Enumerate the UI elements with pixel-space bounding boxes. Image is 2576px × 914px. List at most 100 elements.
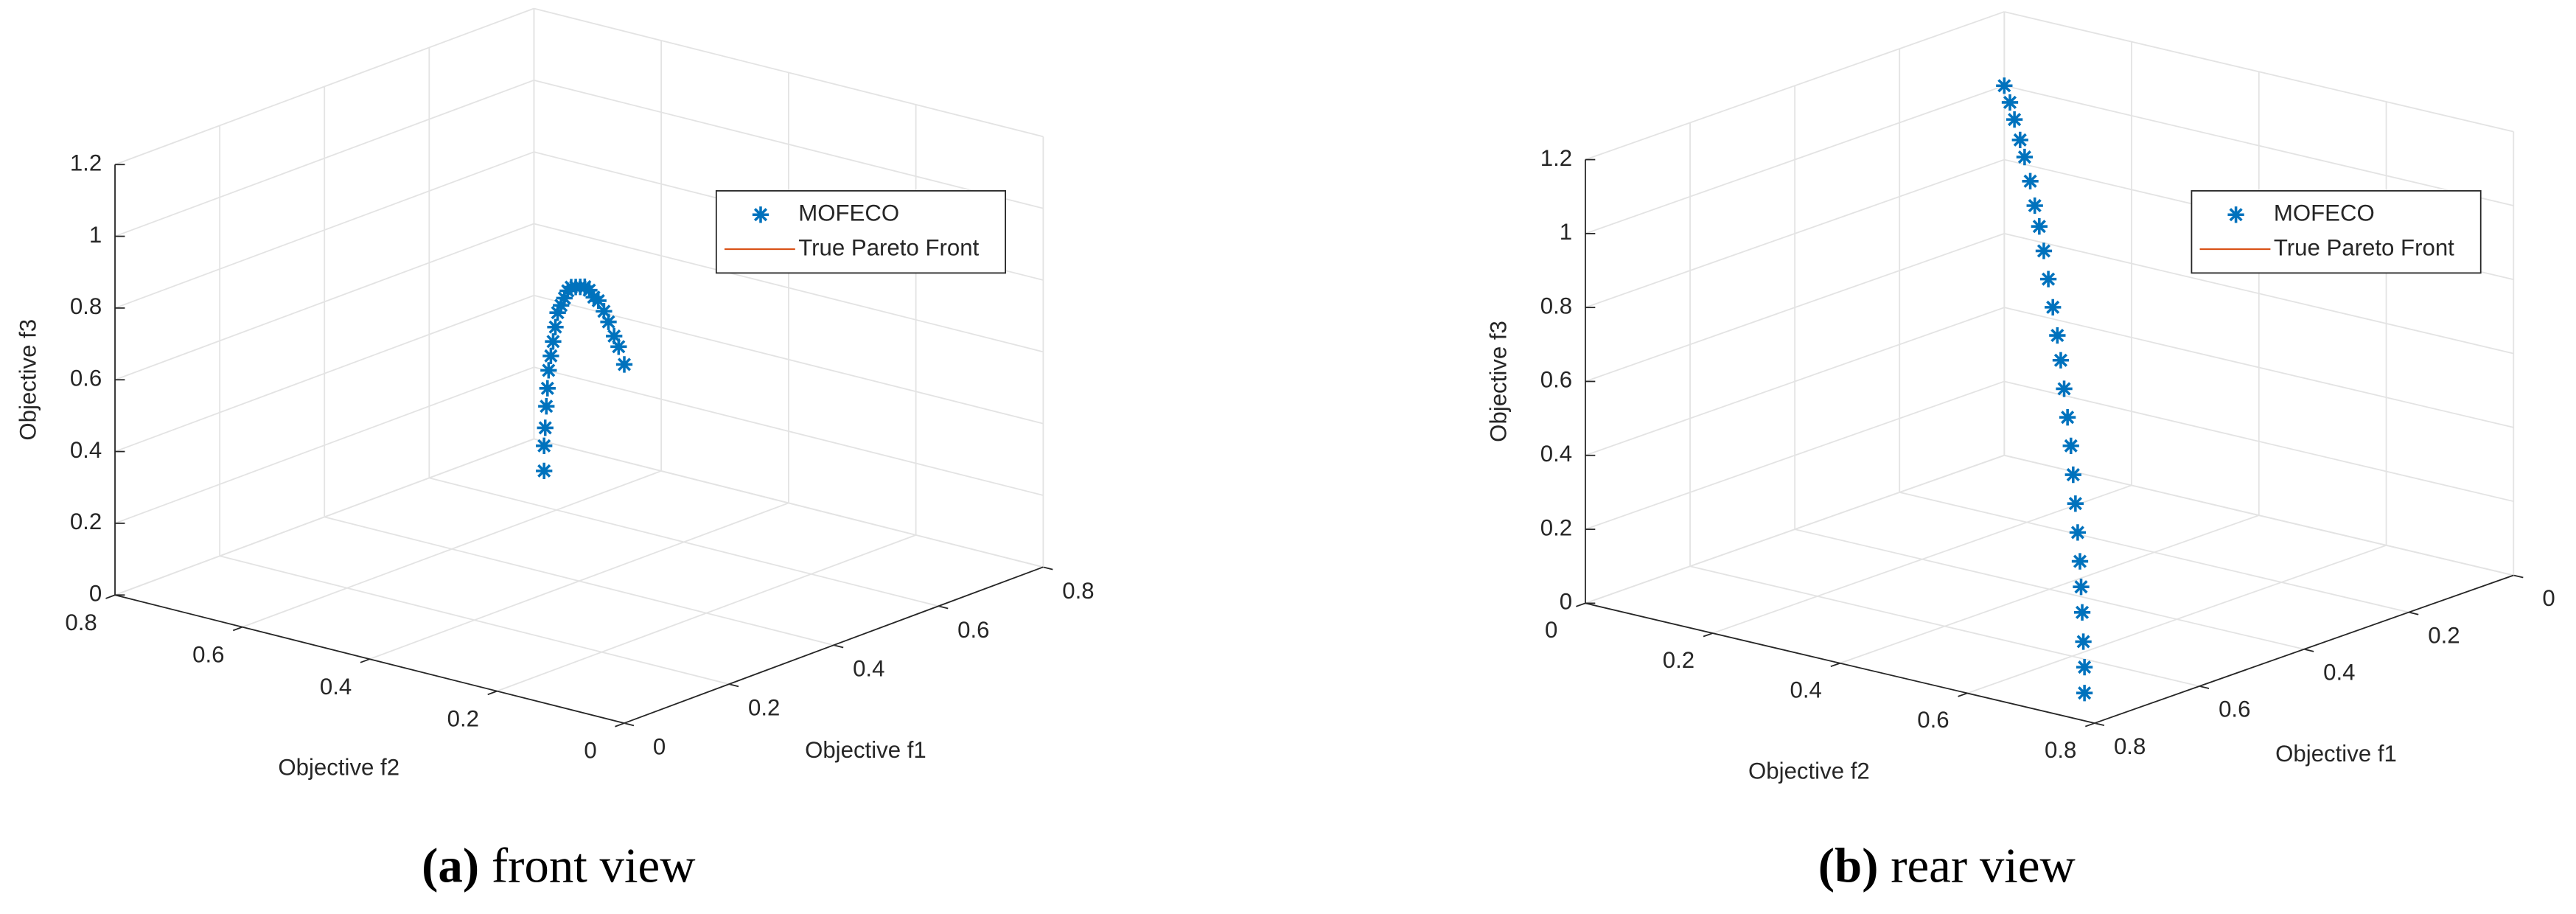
y-tick-label: 0.4 xyxy=(320,674,352,700)
grid-line xyxy=(114,223,534,381)
z-tick-label: 0.8 xyxy=(70,293,102,319)
legend-label: MOFECO xyxy=(2274,200,2375,226)
tick-mark xyxy=(615,722,625,728)
grid-line xyxy=(2004,85,2514,206)
data-point xyxy=(540,362,557,379)
data-point xyxy=(600,313,617,330)
grid-line xyxy=(1585,233,2005,383)
data-point xyxy=(2045,299,2062,316)
data-point xyxy=(2031,218,2048,235)
tick-mark xyxy=(1958,692,1968,697)
tick-mark xyxy=(1830,662,1840,668)
y-axis xyxy=(1585,602,2095,724)
tick-mark xyxy=(487,690,498,696)
y-tick-label: 0 xyxy=(584,738,596,764)
data-point xyxy=(596,303,612,320)
grid-line xyxy=(534,7,1044,138)
grid-line xyxy=(534,438,1044,568)
z-tick-label: 0.4 xyxy=(1540,441,1572,467)
tick-mark xyxy=(1576,602,1586,607)
data-point xyxy=(2076,658,2093,676)
tick-mark xyxy=(1043,566,1053,571)
data-point xyxy=(2064,466,2081,484)
caption-text: rear view xyxy=(1891,839,2076,893)
tick-mark xyxy=(105,594,116,599)
y-axis-label: Objective f2 xyxy=(278,755,399,781)
tick-mark xyxy=(728,683,739,688)
caption: (a) front view xyxy=(422,839,695,893)
legend-label: MOFECO xyxy=(798,200,899,226)
x-axis-label: Objective f1 xyxy=(2275,741,2397,767)
tick-mark xyxy=(2199,686,2210,689)
y-tick-label: 0.8 xyxy=(2045,737,2076,763)
y-tick-label: 0.6 xyxy=(192,641,224,667)
grid-line xyxy=(1840,514,2260,664)
grid-line xyxy=(2004,232,2514,355)
data-point xyxy=(556,290,573,307)
tick-mark xyxy=(1703,632,1713,638)
data-point xyxy=(542,347,559,364)
tick-mark xyxy=(2513,574,2524,579)
legend-label: True Pareto Front xyxy=(798,234,979,260)
x-tick-label: 0.6 xyxy=(2219,697,2250,722)
data-point xyxy=(610,338,627,355)
data-point xyxy=(2039,271,2057,287)
data-point xyxy=(2006,111,2023,128)
grid-line xyxy=(369,502,789,660)
data-point xyxy=(536,437,553,454)
grid-line xyxy=(2004,454,2514,576)
grid-line xyxy=(2004,11,2514,133)
data-point xyxy=(1996,77,2013,94)
y-axis xyxy=(114,594,625,724)
grid-line xyxy=(114,366,534,524)
data-point xyxy=(2069,524,2087,541)
data-point xyxy=(2056,380,2073,397)
grid-line xyxy=(534,79,1044,209)
legend-marker xyxy=(752,206,769,223)
data-point xyxy=(2016,148,2034,166)
tick-mark xyxy=(833,644,844,649)
z-tick-label: 0.6 xyxy=(70,365,102,391)
data-point xyxy=(2049,327,2066,344)
caption-text: front view xyxy=(492,839,696,893)
grid-line xyxy=(534,366,1044,496)
data-point xyxy=(2073,579,2090,596)
data-point xyxy=(2001,94,2019,111)
tick-mark xyxy=(2303,648,2314,652)
legend-label: True Pareto Front xyxy=(2274,234,2454,260)
x-tick-label: 0.4 xyxy=(2323,660,2355,686)
tick-mark xyxy=(2408,611,2419,615)
x-axis-label: Objective f1 xyxy=(805,737,926,763)
legend-box xyxy=(715,190,1007,274)
caption-label: (b) xyxy=(1818,839,1879,893)
tick-mark xyxy=(624,722,635,727)
grid-line xyxy=(1585,307,2005,456)
tick-mark xyxy=(360,658,370,663)
z-tick-label: 0.2 xyxy=(1540,514,1572,540)
x-tick-label: 0 xyxy=(2542,585,2555,611)
x-tick-label: 0.4 xyxy=(853,656,884,682)
grid-line xyxy=(242,470,662,628)
z-tick-label: 0.6 xyxy=(1540,367,1572,393)
x-axis xyxy=(624,566,1044,724)
y-tick-label: 0.2 xyxy=(447,705,479,731)
grid-line xyxy=(1585,85,2005,234)
grid-line xyxy=(114,79,534,237)
z-tick-label: 0 xyxy=(1560,589,1572,615)
data-point xyxy=(2026,197,2043,214)
data-point xyxy=(581,282,598,299)
tick-mark xyxy=(2094,722,2105,727)
legend-box xyxy=(2191,190,2482,274)
data-point xyxy=(549,304,566,321)
grid-line xyxy=(2004,307,2514,428)
grid-line xyxy=(1966,544,2387,694)
data-point xyxy=(538,398,555,415)
chart: 0 0.2 0.4 0.6 0.8 0 0.2 0.4 0.6 0.8 0 0.2 0.4 0.6 0.8 1… xyxy=(15,7,1095,893)
tick-mark xyxy=(2085,722,2095,728)
y-tick-label: 0.6 xyxy=(1917,707,1949,733)
data-point xyxy=(2022,172,2039,189)
grid-line xyxy=(1712,484,2132,634)
z-axis-label: Objective f3 xyxy=(1485,321,1511,442)
y-tick-label: 0.2 xyxy=(1663,647,1694,673)
